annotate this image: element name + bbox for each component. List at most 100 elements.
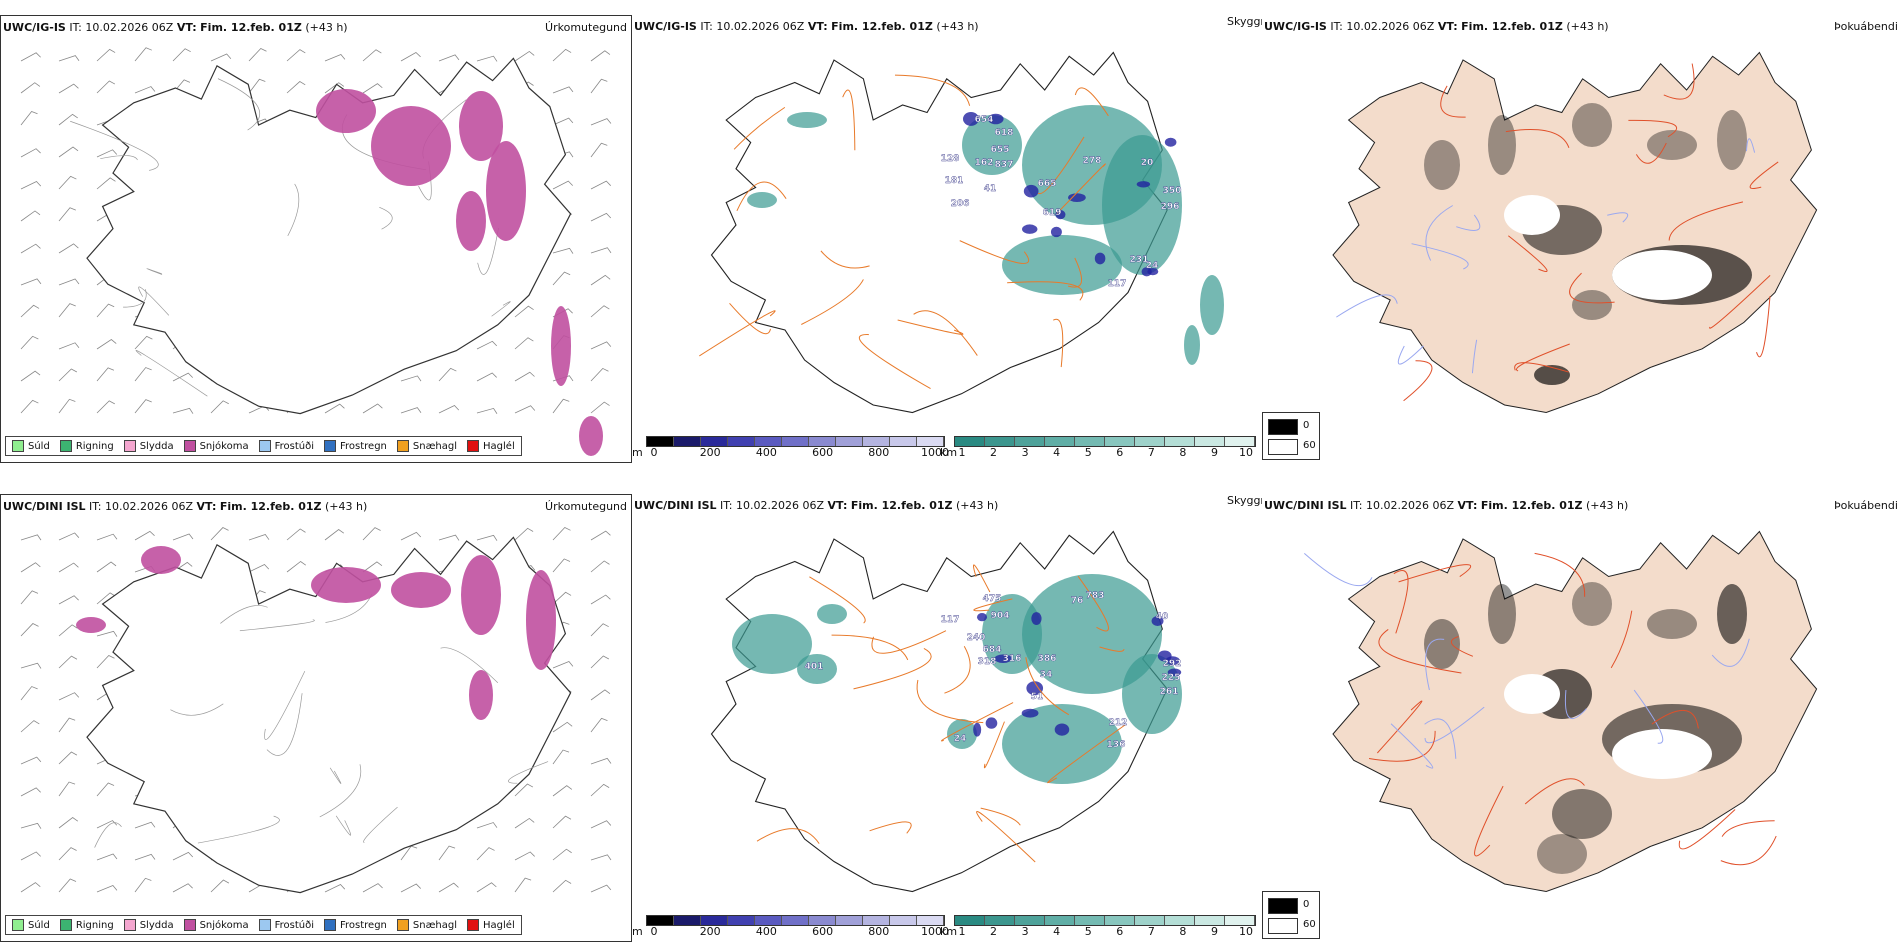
cloud-base-label: 278 (1083, 156, 1102, 166)
wind-barb (476, 340, 498, 350)
road-line (1403, 360, 1433, 402)
wind-barb (248, 563, 270, 573)
legend-label: Snjókoma (199, 440, 249, 452)
legend-item: Frostúði (258, 919, 314, 931)
road-line (820, 250, 870, 269)
scale-swatch (728, 916, 755, 925)
road-line (197, 815, 280, 844)
wind-barb (590, 305, 610, 318)
panel-title: UWC/IG-IS IT: 10.02.2026 06Z VT: Fim. 12… (634, 20, 979, 33)
wind-barb (20, 822, 42, 829)
wind-barb (58, 342, 80, 350)
scale-tick: 200 (699, 925, 721, 938)
scale-tick: 1000 (921, 446, 949, 459)
wind-barb (362, 83, 383, 94)
wind-barb (514, 305, 534, 318)
legend-item: Snjókoma (183, 919, 249, 931)
low-visibility-area (1002, 704, 1122, 784)
road-line (871, 630, 947, 654)
wind-barb (552, 879, 572, 893)
wind-barb (172, 851, 194, 861)
legend-label: Rigning (75, 440, 114, 452)
scale-swatch (674, 437, 701, 446)
wind-barb (438, 845, 456, 861)
wind-barb (96, 820, 118, 829)
road-line (94, 822, 122, 848)
snow-area (551, 306, 571, 386)
fog-key-1: 0 60 (1262, 412, 1320, 460)
wind-barb (248, 78, 266, 94)
legend-swatch (396, 440, 409, 452)
scale-swatch (728, 437, 755, 446)
road-line (894, 74, 971, 106)
scale-swatch (1105, 437, 1135, 446)
fog-key-swatch (1268, 918, 1298, 934)
wind-barb (400, 407, 422, 414)
low-cloud-area (1167, 668, 1182, 677)
wind-barb (58, 717, 76, 733)
cloud-base-label: 40 (1156, 612, 1169, 622)
wind-barb (552, 721, 573, 733)
precip-map (20, 47, 612, 456)
wind-barb (400, 883, 421, 893)
low-visibility-area (1102, 135, 1182, 275)
wind-barb (96, 853, 118, 861)
road-line (329, 767, 342, 784)
scale-swatch (863, 437, 890, 446)
wind-barb (552, 749, 570, 765)
cloud-base-label: 136 (1107, 740, 1126, 750)
low-visibility-area (797, 654, 837, 684)
legend-label: Frostúði (274, 440, 314, 452)
wind-barb (134, 853, 156, 861)
scale-tick: 4 (1053, 925, 1061, 938)
low-cloud-area (1151, 616, 1164, 627)
wind-barb (514, 50, 535, 62)
fog-area (1488, 115, 1516, 175)
wind-barb (20, 720, 40, 733)
wind-barb (362, 49, 382, 62)
iceland-coastline (86, 536, 572, 894)
scale-swatch (985, 916, 1015, 925)
wind-barb (590, 274, 611, 286)
panel-variable-name: Þokuábendi (1834, 20, 1898, 33)
road-line (508, 761, 549, 784)
low-cloud-area (1094, 252, 1106, 265)
fog-panel-1: UWC/IG-IS IT: 10.02.2026 06Z VT: Fim. 12… (1262, 15, 1900, 463)
low-cloud-area (1026, 681, 1044, 696)
low-visibility-area (962, 115, 1022, 175)
wind-barb (476, 55, 498, 62)
scale-swatch (1165, 916, 1195, 925)
wind-barb (590, 367, 609, 382)
panel-title: UWC/DINI ISL IT: 10.02.2026 06Z VT: Fim.… (1264, 499, 1629, 512)
legend-label: Frostúði (274, 919, 314, 931)
wind-barb (20, 623, 39, 637)
road-line (973, 598, 1013, 612)
scale-colors (646, 436, 945, 447)
road-line (1663, 63, 1695, 100)
wind-barb (552, 591, 572, 605)
river-line (1564, 689, 1587, 720)
legend-label: Slydda (139, 440, 174, 452)
snow-area (76, 617, 106, 633)
road-line (1610, 610, 1633, 669)
wind-barb (58, 243, 79, 254)
wind-barb (286, 49, 306, 62)
scale-swatch (647, 916, 674, 925)
cloud-base-label: 655 (991, 145, 1010, 155)
wind-barb (400, 375, 422, 382)
scale-swatch (755, 437, 782, 446)
legend-swatch (123, 919, 136, 931)
panel-title: UWC/DINI ISL IT: 10.02.2026 06Z VT: Fim.… (634, 499, 999, 512)
wind-barb (552, 527, 571, 541)
wind-barb (590, 212, 612, 222)
wind-barb (590, 50, 611, 62)
wind-barb (552, 398, 570, 414)
scale-swatch (1225, 437, 1255, 446)
wind-barb (514, 527, 534, 541)
wind-barb (20, 148, 41, 158)
cloud-base-label: 225 (1162, 673, 1181, 683)
scale-swatch (647, 437, 674, 446)
legend-swatch (324, 919, 336, 931)
road-line (440, 647, 499, 684)
